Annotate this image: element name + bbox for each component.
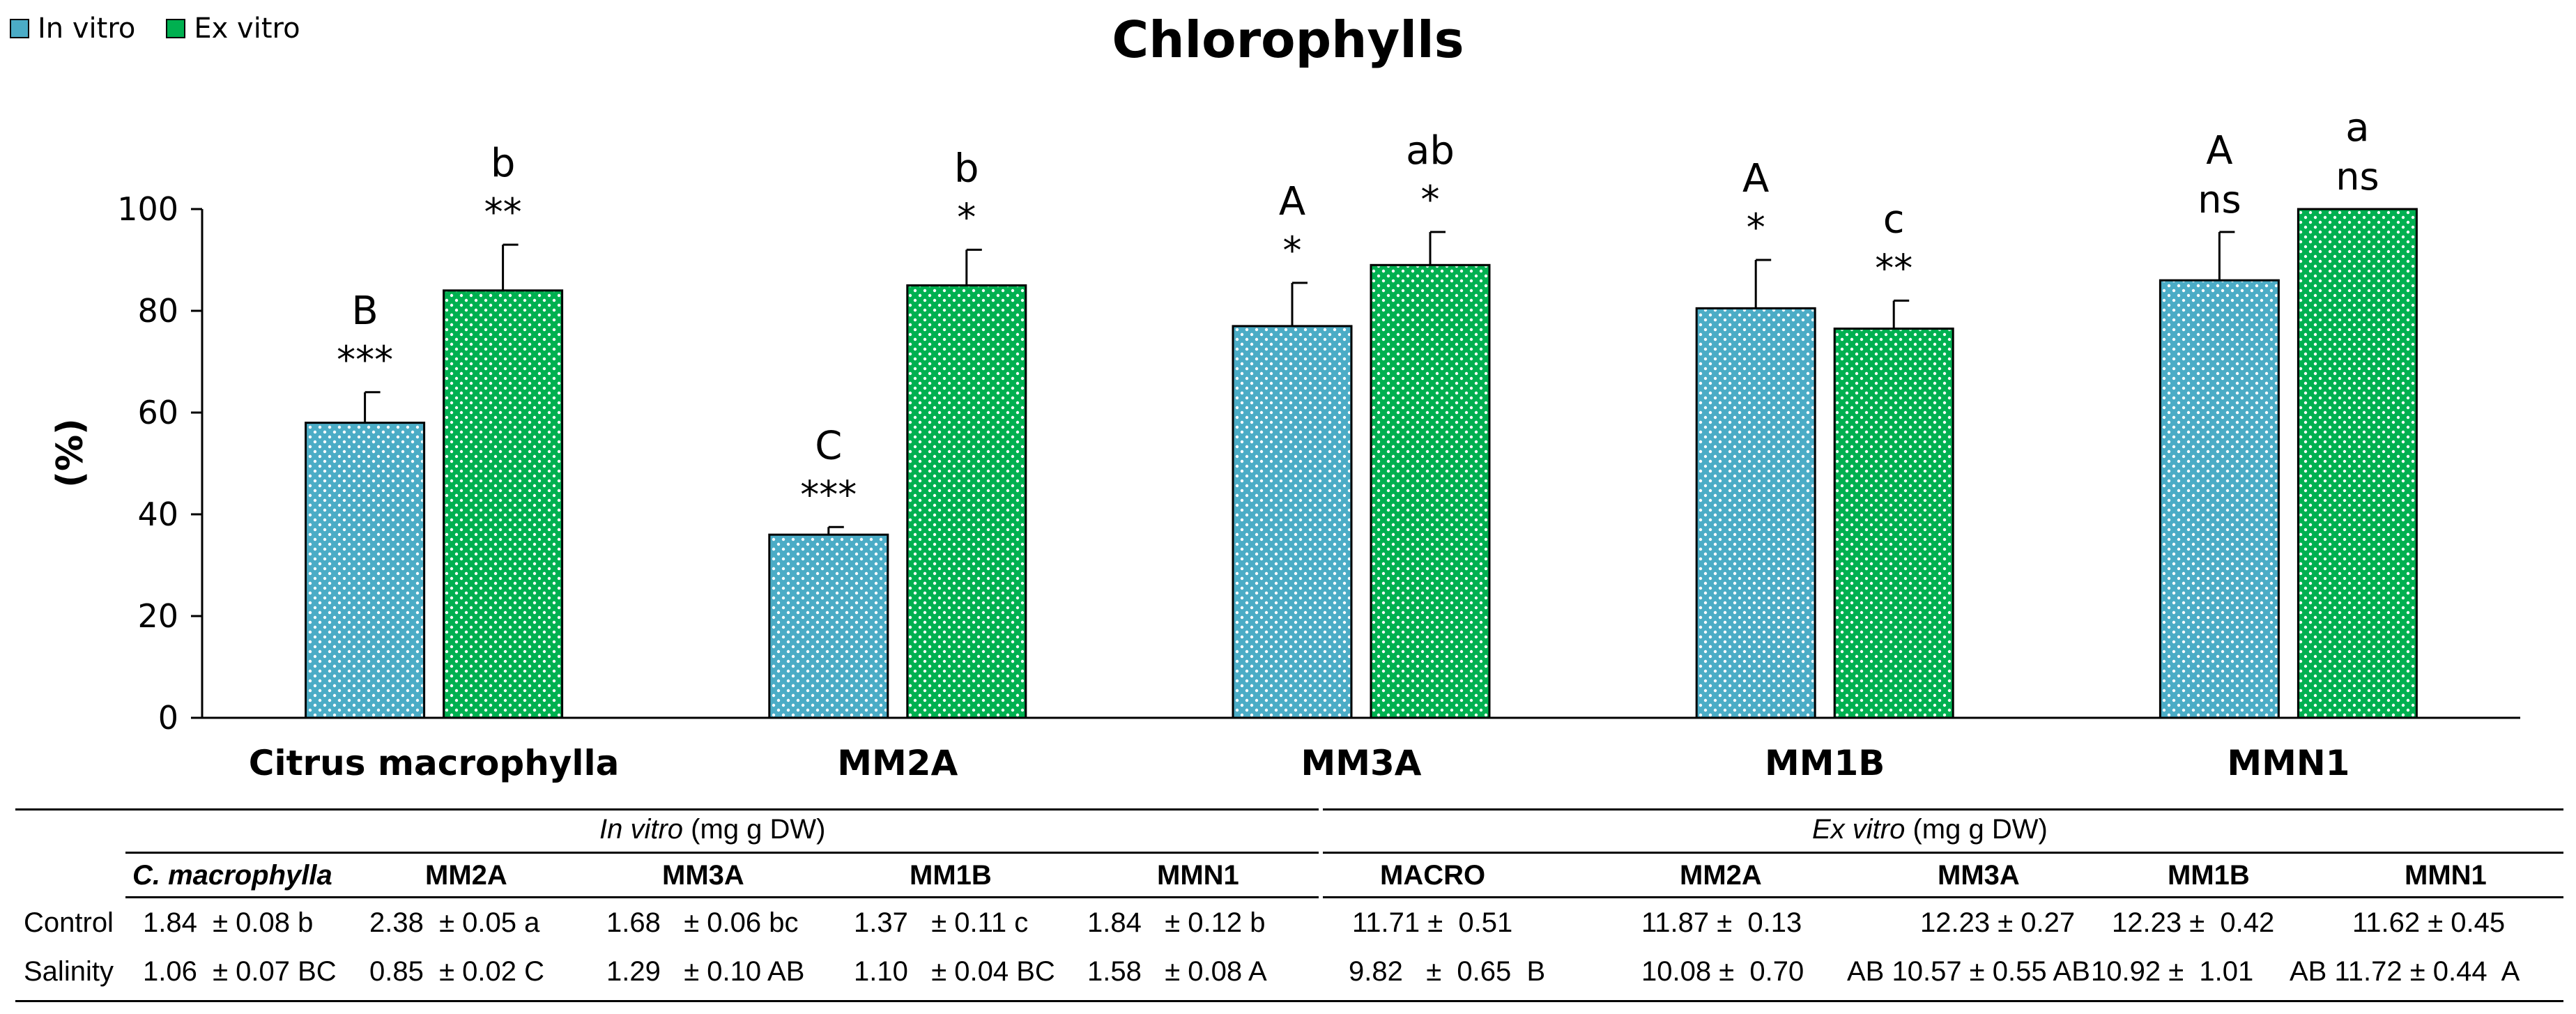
cell-salinity-ex-1: 10.08 ± 0.70 [1641,956,1804,987]
row-label-salinity: Salinity [24,956,114,987]
cell-control-in-0: 1.84 ± 0.08 b [143,907,314,938]
y-axis-label: (%) [49,418,91,488]
col-mm2a-in: MM2A [425,860,507,891]
y-tick-label: 20 [137,597,178,635]
y-tick-label: 0 [158,699,178,737]
y-tick-label: 80 [137,292,178,330]
legend-swatch-ex-vitro [166,19,186,38]
bar-dot-texture [445,291,561,716]
group-letter-label: ab [1406,128,1455,174]
table-bottom-rule [15,1000,2563,1002]
cell-control-in-3: 1.37 ± 0.11 c [854,907,1029,938]
significance-label: ** [484,190,522,234]
group-letter-label: A [1279,179,1305,224]
cell-salinity-in-1: 0.85 ± 0.02 C [369,956,544,987]
group-letter-label: A [2206,128,2232,174]
bar-dot-texture [1836,330,1952,716]
significance-label: *** [337,338,393,382]
cell-control-ex-1: 11.87 ± 0.13 [1641,907,1802,938]
col-mm2a-ex: MM2A [1680,860,1762,891]
significance-label: * [1283,229,1302,272]
legend-swatch-in-vitro [10,19,29,38]
invitro-header-title: In vitro [599,814,684,845]
significance-label: ns [2198,178,2241,222]
x-category-label: Citrus macrophylla [249,743,620,783]
group-letter-label: B [351,289,378,334]
cell-salinity-in-4: 1.58 ± 0.08 A [1087,956,1267,987]
y-tick-label: 100 [117,190,178,228]
group-letter-label: C [815,423,842,468]
exvitro-header-title: Ex vitro [1812,814,1906,845]
cell-salinity-in-2: 1.29 ± 0.10 AB [606,956,805,987]
cell-salinity-in-0: 1.06 ± 0.07 BC [143,956,337,987]
bar-dot-texture [307,424,423,716]
exvitro-header: Ex vitro (mg g DW) [1812,814,2048,845]
row-label-control: Control [24,907,114,938]
y-tick-label: 40 [137,496,178,533]
significance-label: * [957,195,976,239]
bar-dot-texture [2161,282,2278,716]
subheader-rule-ex [1323,852,2563,854]
invitro-header-unit: (mg g DW) [691,814,826,845]
cell-control-ex-0: 11.71 ± 0.51 [1352,907,1513,938]
bar-dot-texture [908,286,1025,716]
x-category-label: MM1B [1765,743,1885,783]
significance-label: * [1421,178,1440,222]
cell-salinity-in-3: 1.10 ± 0.04 BC [854,956,1055,987]
group-letter-label: c [1883,197,1905,242]
cell-salinity-ex-0: 9.82 ± 0.65 B [1349,956,1546,987]
x-category-label: MM3A [1301,743,1422,783]
legend-label-in-vitro: In vitro [38,13,136,45]
cell-control-ex-4: 11.62 ± 0.45 [2352,907,2506,938]
cell-control-ex-2: 12.23 ± 0.27 [1920,907,2076,938]
x-category-label: MM2A [837,743,958,783]
significance-label: *** [800,473,857,516]
column-rule-in [125,896,1319,898]
col-mm3a-ex: MM3A [1938,860,2020,891]
cell-salinity-ex-4: AB 11.72 ± 0.44 A [2290,956,2520,987]
chart-title: Chlorophylls [1112,10,1464,69]
legend-label-ex-vitro: Ex vitro [194,13,300,45]
cell-control-ex-3: 12.23 ± 0.42 [2112,907,2275,938]
cell-salinity-ex-3: 10.92 ± 1.01 [2091,956,2254,987]
significance-label: * [1747,206,1765,249]
table-top-rule [15,808,1319,811]
col-macro-ex: MACRO [1380,860,1486,891]
cell-control-in-2: 1.68 ± 0.06 bc [606,907,799,938]
group-letter-label: A [1742,156,1769,201]
group-letter-label: a [2345,105,2369,151]
bar-dot-texture [1234,327,1350,716]
column-rule-ex [1323,896,2563,898]
col-c-macrophylla: C. macrophylla [132,860,332,891]
col-mmn1-in: MMN1 [1157,860,1239,891]
subheader-rule-in [125,852,1319,854]
legend: In vitro Ex vitro [10,13,331,45]
bar-dot-texture [2299,210,2416,716]
cell-salinity-ex-2: AB 10.57 ± 0.55 AB [1847,956,2090,987]
cell-control-in-1: 2.38 ± 0.05 a [369,907,540,938]
y-tick-label: 60 [137,394,178,431]
exvitro-header-unit: (mg g DW) [1912,814,2048,845]
table-top-rule-ex [1323,808,2563,811]
group-letter-label: b [491,141,516,186]
col-mm3a-in: MM3A [662,860,744,891]
x-category-label: MMN1 [2227,743,2349,783]
col-mm1b-ex: MM1B [2168,860,2250,891]
invitro-header: In vitro (mg g DW) [599,814,826,845]
col-mmn1-ex: MMN1 [2405,860,2487,891]
bar-dot-texture [770,536,887,716]
bar-dot-texture [1698,309,1814,717]
cell-control-in-4: 1.84 ± 0.12 b [1087,907,1266,938]
group-letter-label: b [954,146,979,191]
col-mm1b-in: MM1B [910,860,992,891]
significance-label: ns [2336,155,2379,199]
bar-dot-texture [1372,266,1488,716]
significance-label: ** [1875,246,1912,290]
